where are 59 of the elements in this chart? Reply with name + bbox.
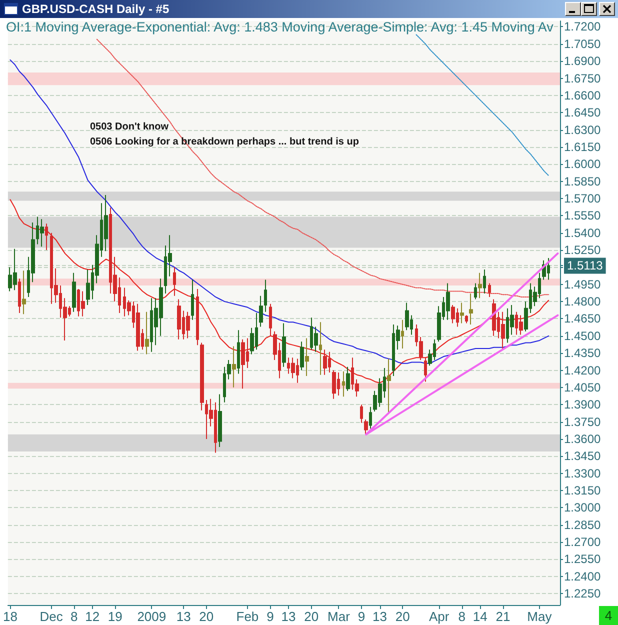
y-tick-label: 1.6300 (564, 122, 602, 137)
x-tick-label: 14 (472, 609, 488, 624)
x-tick-label: 8 (70, 609, 78, 624)
x-tick-label: 13 (176, 609, 191, 624)
x-tick-label: 18 (2, 609, 18, 624)
y-tick-label: 1.4500 (564, 328, 602, 343)
y-tick-label: 1.4350 (564, 346, 602, 360)
x-tick-label: Dec (40, 609, 64, 624)
y-tick-label: 1.7200 (564, 20, 602, 34)
annotation: 0503 Don't know (90, 122, 169, 132)
x-tick-label: 12 (85, 609, 100, 624)
y-tick-label: 1.4650 (564, 312, 602, 326)
y-tick-label: 1.3900 (564, 398, 602, 412)
y-tick-label: 1.5400 (564, 226, 602, 240)
y-tick-label: 1.5550 (564, 208, 602, 223)
y-tick-label: 1.5700 (564, 191, 602, 206)
x-tick-label: 20 (199, 609, 214, 624)
y-tick-label: 1.4050 (564, 380, 602, 394)
y-tick-label: 1.2700 (564, 535, 602, 550)
y-tick-label: 1.6150 (564, 140, 602, 154)
y-tick-label: 1.6900 (564, 54, 602, 68)
chart-subtitle: OI:1 Moving Average-Exponential: Avg: 1.483 Moving Average-Simple: Avg: 1.45 Moving Av (6, 20, 554, 34)
x-tick-label: 2009 (137, 609, 166, 624)
y-tick-label: 1.3000 (564, 500, 602, 515)
y-tick-label: 1.3600 (564, 432, 602, 446)
x-tick-label: May (527, 609, 552, 624)
y-tick-label: 1.3300 (564, 466, 602, 480)
x-tick-label: Feb (236, 609, 259, 624)
y-tick-label: 1.3750 (564, 414, 602, 429)
text: 4 (604, 608, 612, 623)
x-tick-label: 13 (372, 609, 388, 624)
x-tick-label: 19 (108, 609, 122, 624)
y-tick-label: 1.3450 (564, 449, 602, 464)
x-tick-label: 20 (395, 609, 410, 624)
y-tick-label: 1.6750 (564, 71, 602, 86)
x-tick-label: 20 (304, 609, 319, 624)
x-tick-label: 9 (358, 609, 366, 624)
y-tick-label: 1.4950 (564, 277, 602, 292)
chart-title: GBP.USD-CASH Daily - #5 (22, 2, 170, 16)
y-tick-label: 1.5850 (564, 174, 602, 188)
y-tick-label: 1.2850 (564, 518, 602, 532)
y-tick-label: 1.5113 (567, 258, 604, 273)
y-tick-label: 1.6450 (564, 106, 602, 120)
y-tick-label: 1.4800 (564, 294, 602, 309)
y-tick-label: 1.2250 (564, 586, 602, 601)
y-tick-label: 1.5250 (564, 243, 602, 258)
x-tick-label: 8 (458, 609, 466, 624)
x-tick-label: 9 (266, 609, 274, 624)
x-tick-label: 13 (281, 609, 296, 624)
y-tick-label: 1.6600 (564, 88, 602, 102)
y-tick-label: 1.3150 (564, 483, 602, 498)
y-tick-label: 1.4200 (564, 363, 602, 378)
x-tick-label: Mar (328, 609, 351, 624)
y-tick-label: 1.2550 (564, 552, 602, 566)
y-tick-label: 1.7050 (564, 36, 602, 51)
x-tick-label: Apr (428, 609, 450, 624)
y-tick-label: 1.2400 (564, 569, 602, 584)
x-tick-label: 21 (496, 609, 510, 624)
y-tick-label: 1.6000 (564, 157, 602, 172)
